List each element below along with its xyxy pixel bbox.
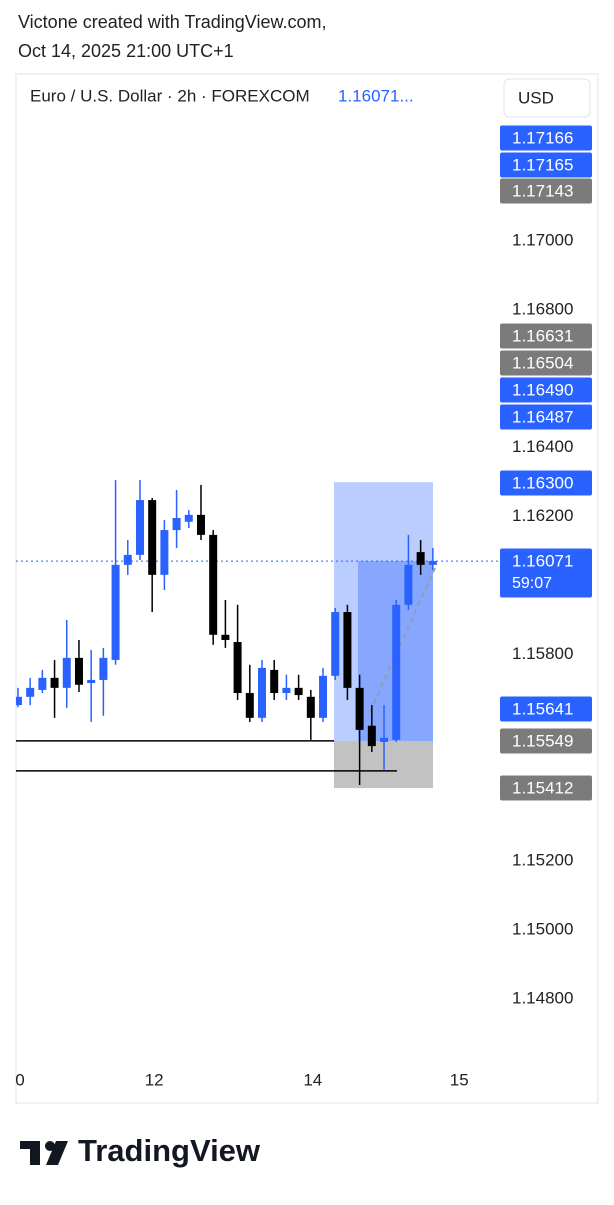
position-profit-zone (334, 482, 433, 741)
candle-body (26, 687, 35, 697)
candle-body (319, 675, 328, 718)
x-tick-label: 15 (450, 1070, 469, 1089)
candle-body (62, 657, 71, 688)
last-price: 1.16071... (338, 86, 414, 105)
candle-body (331, 612, 340, 676)
price-tag (500, 696, 592, 722)
candle-body (294, 687, 303, 696)
price-tag-label: 1.17166 (512, 128, 573, 147)
price-tag-label: 1.16504 (512, 353, 573, 372)
x-tick-label: 0 (15, 1070, 24, 1089)
candle-body (135, 500, 144, 555)
candle-body (74, 657, 83, 685)
candle-body (245, 693, 254, 718)
x-tick-label: 12 (145, 1070, 164, 1089)
candle-body (172, 517, 181, 531)
currency-label: USD (518, 88, 554, 107)
price-tag-label: 1.15549 (512, 731, 573, 750)
y-tick-label: 1.15000 (512, 920, 573, 939)
y-tick-label: 1.16800 (512, 299, 573, 318)
price-tag (500, 377, 592, 403)
candle-body (209, 534, 218, 635)
price-tag (500, 470, 592, 496)
y-tick-label: 1.14800 (512, 988, 573, 1007)
logo-icon (20, 1141, 68, 1165)
y-tick-label: 1.16200 (512, 506, 573, 525)
price-tag-label: 1.15641 (512, 699, 573, 718)
price-tag-label: 1.16300 (512, 473, 573, 492)
candle-body (306, 696, 315, 718)
price-tag-label: 1.17143 (512, 181, 573, 200)
candle-body (428, 561, 437, 565)
price-tag (500, 152, 592, 178)
price-tag-label: 1.17165 (512, 155, 573, 174)
candle-body (221, 634, 230, 640)
brand: TradingView (78, 1133, 261, 1168)
price-tag (500, 125, 592, 151)
price-axis: 1.17000 1.16800 1.16400 1.16200 1.15800 1.152… (500, 125, 592, 1007)
currency-button[interactable] (503, 78, 591, 118)
chart-frame (15, 73, 599, 1104)
price-tag (500, 350, 592, 376)
price-tag (500, 548, 592, 598)
candle-body (282, 687, 291, 694)
candle-body (355, 687, 364, 730)
price-tag-countdown: 59:07 (512, 575, 552, 592)
header-line: Victone created with TradingView.com, (18, 12, 327, 32)
candle-body (50, 677, 59, 688)
price-tag-label: 1.15412 (512, 778, 573, 797)
candle-body (16, 696, 22, 706)
candle-body (148, 500, 157, 575)
candle-body (87, 679, 96, 684)
y-tick-label: 1.17000 (512, 230, 573, 249)
price-tag (500, 775, 592, 801)
candle-body (343, 612, 352, 688)
candle-body (367, 725, 376, 747)
price-tag (500, 404, 592, 430)
candle-body (184, 514, 193, 522)
price-tag-label: 1.16487 (512, 407, 573, 426)
price-tag (500, 178, 592, 204)
chart-title: Euro / U.S. Dollar · 2h · FOREXCOM (30, 86, 310, 105)
price-tag (500, 323, 592, 349)
candle-body (196, 514, 205, 535)
candle-body (270, 669, 279, 694)
candle-body (233, 642, 242, 694)
candle-body (111, 564, 120, 660)
candle-body (38, 677, 47, 690)
price-tag (500, 728, 592, 754)
candle-body (160, 530, 169, 575)
plot (16, 480, 498, 789)
candle-body (258, 667, 267, 718)
candle-body (123, 554, 132, 565)
y-tick-label: 1.15200 (512, 851, 573, 870)
header-line: Oct 14, 2025 21:00 UTC+1 (18, 41, 234, 61)
price-tag-label: 1.16631 (512, 326, 573, 345)
price-tag-label: 1.16490 (512, 380, 573, 399)
candle-body (380, 737, 389, 742)
price-tag-label: 1.16071 (512, 551, 573, 570)
candle-body (404, 564, 413, 605)
candle-body (416, 552, 425, 565)
y-tick-label: 1.15800 (512, 644, 573, 663)
y-tick-label: 1.16400 (512, 437, 573, 456)
x-tick-label: 14 (303, 1070, 322, 1089)
candle-body (99, 657, 108, 680)
candle-body (392, 604, 401, 740)
